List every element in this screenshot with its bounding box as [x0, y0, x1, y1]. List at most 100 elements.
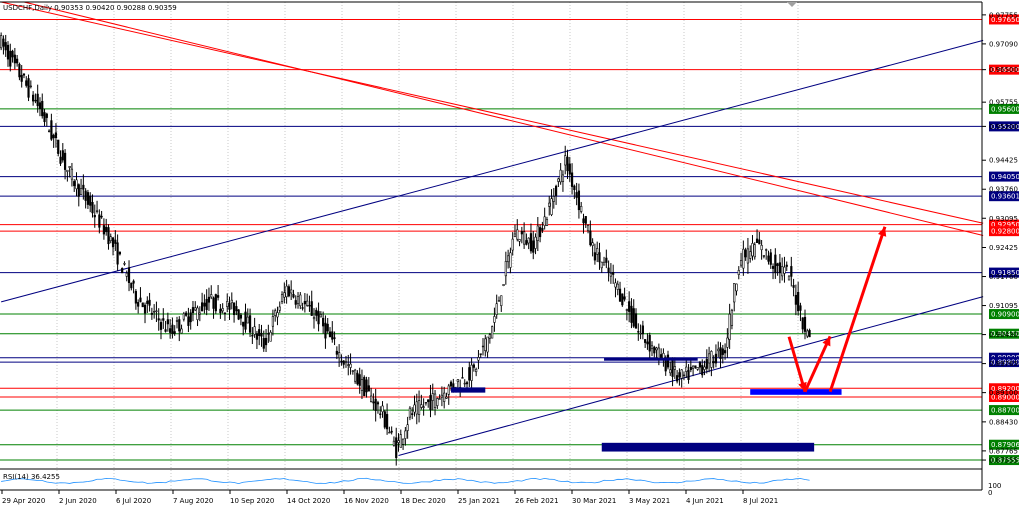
candle-body — [769, 252, 772, 265]
candle-body — [9, 50, 12, 67]
candle-body — [155, 310, 158, 312]
candle-body — [406, 424, 409, 431]
candle-body — [2, 38, 5, 47]
candle-body — [29, 85, 32, 88]
y-tick-label: 0.87765 — [989, 447, 1018, 455]
candle-body — [767, 255, 770, 262]
candle-body — [771, 266, 775, 269]
trendlines — [1, 1, 984, 456]
candle-body — [778, 262, 781, 274]
candle-body — [166, 319, 169, 325]
y-tick-label: 0.87555 — [989, 457, 1018, 465]
candle-body — [143, 304, 147, 314]
level-tag — [989, 267, 1019, 278]
candle-body — [383, 411, 386, 428]
level-tag — [989, 383, 1019, 394]
candle-body — [607, 267, 610, 273]
candle-body — [137, 302, 140, 307]
y-tick-label: 0.94425 — [989, 157, 1018, 165]
candle-body — [331, 331, 334, 340]
candle-body — [262, 338, 265, 349]
level-tag-label: 0.95200 — [991, 123, 1020, 131]
candle-body — [685, 366, 688, 372]
candle-body — [710, 351, 713, 368]
candle-body — [36, 93, 39, 107]
candle-body — [429, 395, 432, 411]
y-tick-label: 0.88430 — [989, 418, 1018, 426]
candle-body — [561, 174, 565, 182]
candle-body — [367, 385, 370, 392]
candle-body — [751, 243, 754, 257]
candle-body — [721, 348, 724, 355]
candle-body — [730, 309, 734, 326]
candle-body — [527, 237, 530, 244]
candle-body — [650, 345, 654, 350]
candle-body — [379, 413, 382, 415]
candle-body — [438, 398, 441, 400]
candle-body — [714, 353, 718, 364]
candle-body — [484, 338, 487, 351]
shift-marker-icon[interactable] — [787, 2, 797, 7]
candle-body — [739, 260, 743, 266]
candle-body — [621, 293, 624, 306]
candle-body — [401, 438, 405, 445]
candle-body — [737, 270, 740, 275]
candle-body — [705, 358, 708, 369]
candle-body — [557, 178, 560, 182]
candle-body — [559, 169, 562, 183]
candle-body — [43, 112, 46, 123]
candle-body — [253, 326, 256, 335]
candle-body — [214, 294, 217, 312]
candle-body — [175, 320, 179, 322]
arrow-shaft — [803, 335, 832, 393]
candle-body — [232, 302, 236, 316]
candle-body — [500, 295, 503, 306]
candle-body — [82, 184, 85, 190]
candle-body — [276, 312, 279, 318]
candle-body — [516, 229, 519, 240]
x-tick-label: 25 Jan 2021 — [458, 497, 500, 505]
level-tag — [989, 391, 1019, 402]
x-tick-label: 18 Dec 2020 — [401, 497, 446, 505]
candle-body — [306, 300, 309, 306]
candle-body — [187, 316, 190, 326]
candle-body — [785, 264, 788, 267]
level-tag — [989, 226, 1019, 237]
trendline — [23, 1, 984, 236]
candle-body — [797, 291, 800, 312]
candle-body — [280, 294, 284, 302]
candle-body — [696, 367, 699, 370]
candle-body — [808, 330, 811, 338]
candle-body — [18, 63, 21, 78]
candle-body — [150, 312, 153, 315]
candle-body — [481, 345, 485, 348]
candle-body — [392, 440, 396, 446]
candle-body — [623, 296, 626, 300]
candle-body — [639, 332, 642, 335]
level-tag-label: 0.91850 — [991, 269, 1020, 277]
y-tick-label: 0.93095 — [989, 215, 1018, 223]
candle-body — [803, 316, 807, 332]
candle-body — [322, 317, 325, 327]
candle-body — [554, 185, 558, 196]
candle-body — [794, 294, 797, 305]
candle-body — [491, 326, 494, 339]
candle-body — [411, 413, 414, 415]
candle-body — [68, 166, 71, 168]
candle-body — [230, 299, 233, 304]
candle-body — [347, 364, 350, 366]
level-tag — [989, 357, 1019, 368]
candle-body — [534, 236, 537, 249]
candle-body — [692, 365, 695, 369]
candle-body — [365, 379, 368, 393]
grid — [56, 2, 799, 490]
level-tag-label: 0.95600 — [991, 105, 1020, 113]
candle-body — [463, 382, 466, 385]
candle-body — [687, 370, 690, 380]
arrow-head — [877, 226, 887, 237]
candle-body — [495, 303, 498, 315]
candle-body — [712, 361, 715, 364]
candle-body — [570, 172, 574, 187]
candle-body — [182, 313, 185, 320]
candle-body — [609, 273, 612, 277]
